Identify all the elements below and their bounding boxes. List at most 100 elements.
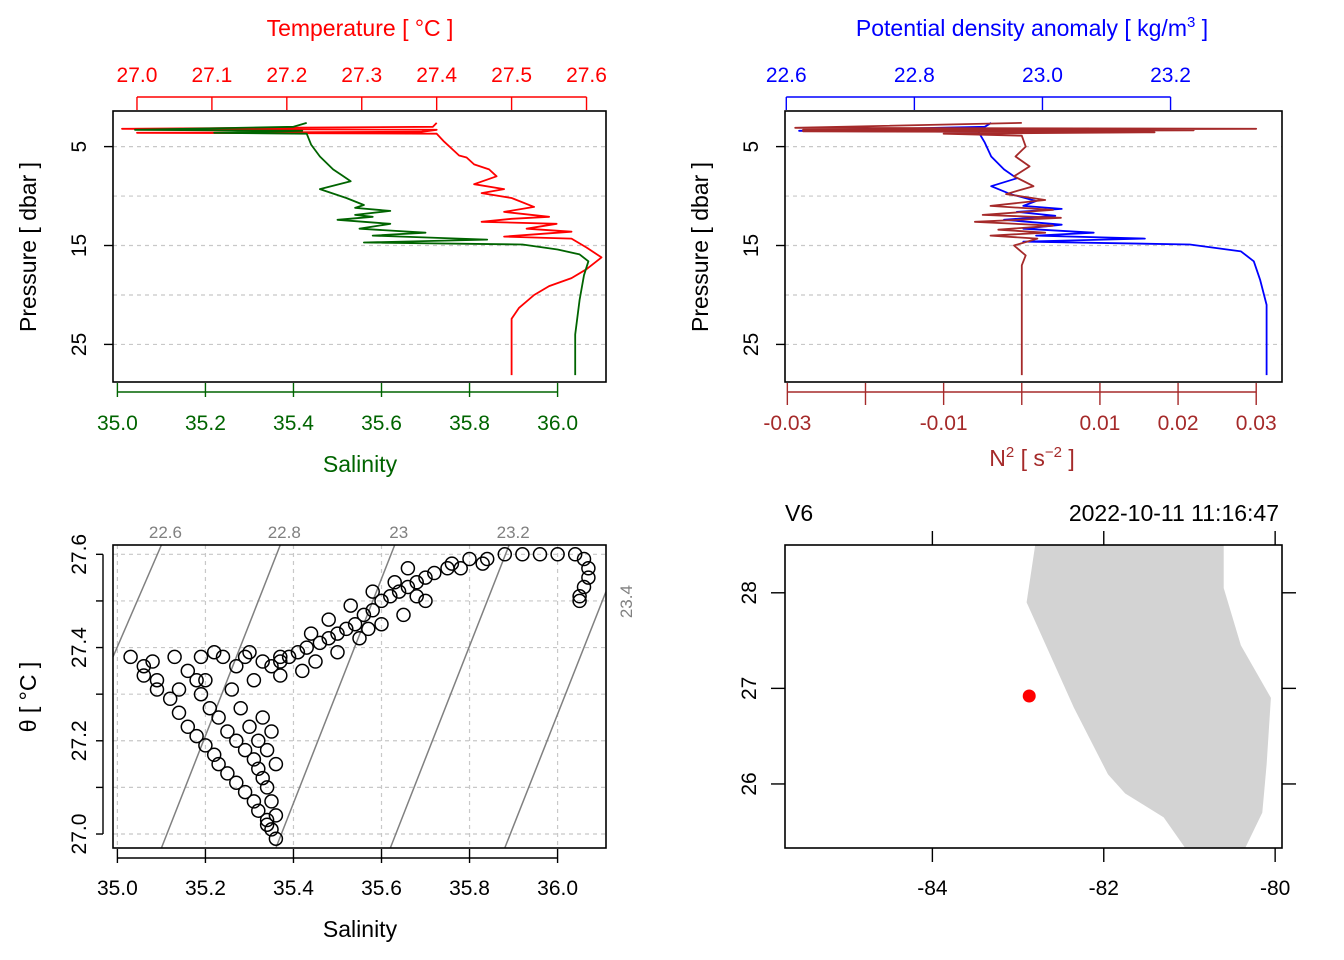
ts-point bbox=[198, 672, 213, 688]
pressure-tick-label: 15 bbox=[740, 234, 763, 257]
ts-point bbox=[299, 640, 314, 655]
isopycnal-line bbox=[504, 591, 607, 849]
ts-point bbox=[206, 644, 222, 660]
ts-point bbox=[193, 649, 209, 665]
ts-point bbox=[400, 561, 416, 576]
ts-point bbox=[339, 621, 354, 637]
land-polygon bbox=[1026, 545, 1271, 848]
density-title-end: ] bbox=[1195, 15, 1208, 41]
ts-point bbox=[136, 658, 152, 674]
ts-point bbox=[365, 603, 380, 618]
ts-point bbox=[567, 547, 583, 562]
station-marker[interactable] bbox=[1022, 689, 1036, 703]
pressure-tick-label: 5 bbox=[740, 141, 763, 153]
ts-point bbox=[251, 733, 266, 749]
ts-point bbox=[202, 700, 218, 716]
salinity-tick-label: 35.6 bbox=[361, 877, 402, 900]
temperature-tick-label: 27.4 bbox=[416, 64, 457, 87]
ts-point bbox=[550, 547, 565, 562]
ts-point bbox=[189, 728, 204, 744]
ts-point bbox=[321, 612, 336, 627]
ts-point bbox=[387, 575, 402, 590]
ts-point bbox=[343, 598, 358, 613]
isopycnal-label: 22.6 bbox=[149, 523, 182, 542]
ts-point bbox=[418, 570, 433, 585]
ts-point bbox=[427, 565, 442, 581]
temperature-profile-line bbox=[121, 122, 603, 376]
n2-title-mid: [ s bbox=[1014, 445, 1045, 471]
isopycnal-label: 23.2 bbox=[497, 523, 530, 542]
ts-point bbox=[162, 691, 178, 707]
salinity-tick-label: 35.0 bbox=[97, 412, 138, 435]
ts-point bbox=[255, 654, 270, 669]
longitude-tick-label: -82 bbox=[1089, 877, 1119, 900]
ts-point bbox=[220, 766, 235, 781]
temperature-tick-label: 27.1 bbox=[191, 64, 232, 87]
theta-tick-label: 27.0 bbox=[68, 814, 91, 855]
ts-point bbox=[198, 738, 213, 753]
ts-point bbox=[295, 663, 310, 679]
density-n2-profile-panel: 22.6 22.8 23.0 23.2 -0.03 -0.01 0.01 0.02 0.03 5 1… bbox=[687, 14, 1283, 471]
ts-point bbox=[462, 551, 477, 567]
isopycnal-line bbox=[112, 544, 163, 658]
ts-point bbox=[233, 700, 248, 716]
ts-point bbox=[264, 724, 279, 739]
map-frame bbox=[784, 544, 1283, 849]
pressure-tick-label: 5 bbox=[68, 141, 91, 153]
ts-point bbox=[255, 770, 270, 786]
temperature-axis-title: Temperature [ °C ] bbox=[267, 15, 454, 41]
longitude-tick-label: -84 bbox=[917, 877, 948, 900]
ts-point bbox=[193, 686, 209, 702]
ts-point bbox=[123, 649, 138, 665]
salinity-profile-line bbox=[134, 122, 590, 376]
n2-title-main: N bbox=[989, 445, 1006, 471]
ts-point bbox=[251, 761, 266, 777]
temperature-tick-label: 27.3 bbox=[341, 64, 382, 87]
salinity-tick-label: 35.0 bbox=[97, 877, 138, 900]
ts-point bbox=[361, 621, 376, 637]
density-tick-label: 22.8 bbox=[894, 64, 935, 87]
station-map-panel: -84 -82 -80 26 27 28 V6 2022-10-11 11:16:47 bbox=[738, 500, 1296, 900]
theta-tick-label: 27.4 bbox=[68, 627, 91, 668]
ts-point bbox=[224, 682, 240, 697]
plot-frame bbox=[784, 110, 1283, 383]
ts-point bbox=[356, 607, 372, 623]
ts-point bbox=[321, 630, 336, 646]
salinity-tick-label: 35.8 bbox=[449, 877, 490, 900]
ts-point bbox=[237, 649, 253, 665]
ts-point bbox=[330, 644, 345, 660]
ts-point bbox=[383, 589, 398, 604]
n2-tick-label: -0.01 bbox=[920, 412, 968, 435]
n2-tick-label: 0.01 bbox=[1079, 412, 1120, 435]
ts-point bbox=[259, 780, 275, 795]
ts-point bbox=[576, 579, 592, 595]
ts-point bbox=[180, 663, 196, 679]
ts-point bbox=[206, 747, 222, 763]
n2-tick-label: 0.03 bbox=[1236, 412, 1277, 435]
ts-point bbox=[229, 733, 244, 749]
ts-point bbox=[444, 556, 460, 571]
salinity-tick-label: 35.2 bbox=[185, 877, 226, 900]
ts-point bbox=[171, 705, 187, 721]
ts-point bbox=[171, 682, 187, 697]
isopycnal-label: 22.8 bbox=[268, 523, 301, 542]
pressure-axis-title: Pressure [ dbar ] bbox=[687, 162, 713, 332]
ts-point bbox=[409, 589, 424, 604]
latitude-tick-label: 28 bbox=[738, 581, 761, 604]
ts-point bbox=[475, 556, 490, 571]
ts-point bbox=[268, 831, 284, 846]
ts-point bbox=[189, 672, 204, 688]
density-tick-label: 22.6 bbox=[766, 64, 807, 87]
pressure-tick-label: 15 bbox=[68, 234, 91, 257]
ts-point bbox=[211, 710, 226, 725]
ts-point bbox=[515, 547, 530, 562]
ts-point bbox=[246, 752, 262, 767]
ts-point bbox=[259, 817, 275, 832]
ts-point bbox=[400, 579, 416, 595]
isopycnal-label: 23 bbox=[389, 523, 408, 542]
density-profile-line bbox=[798, 122, 1268, 376]
ts-point bbox=[229, 658, 244, 674]
latitude-tick-label: 27 bbox=[738, 677, 761, 700]
ts-point bbox=[237, 742, 253, 758]
ts-point bbox=[251, 803, 266, 818]
